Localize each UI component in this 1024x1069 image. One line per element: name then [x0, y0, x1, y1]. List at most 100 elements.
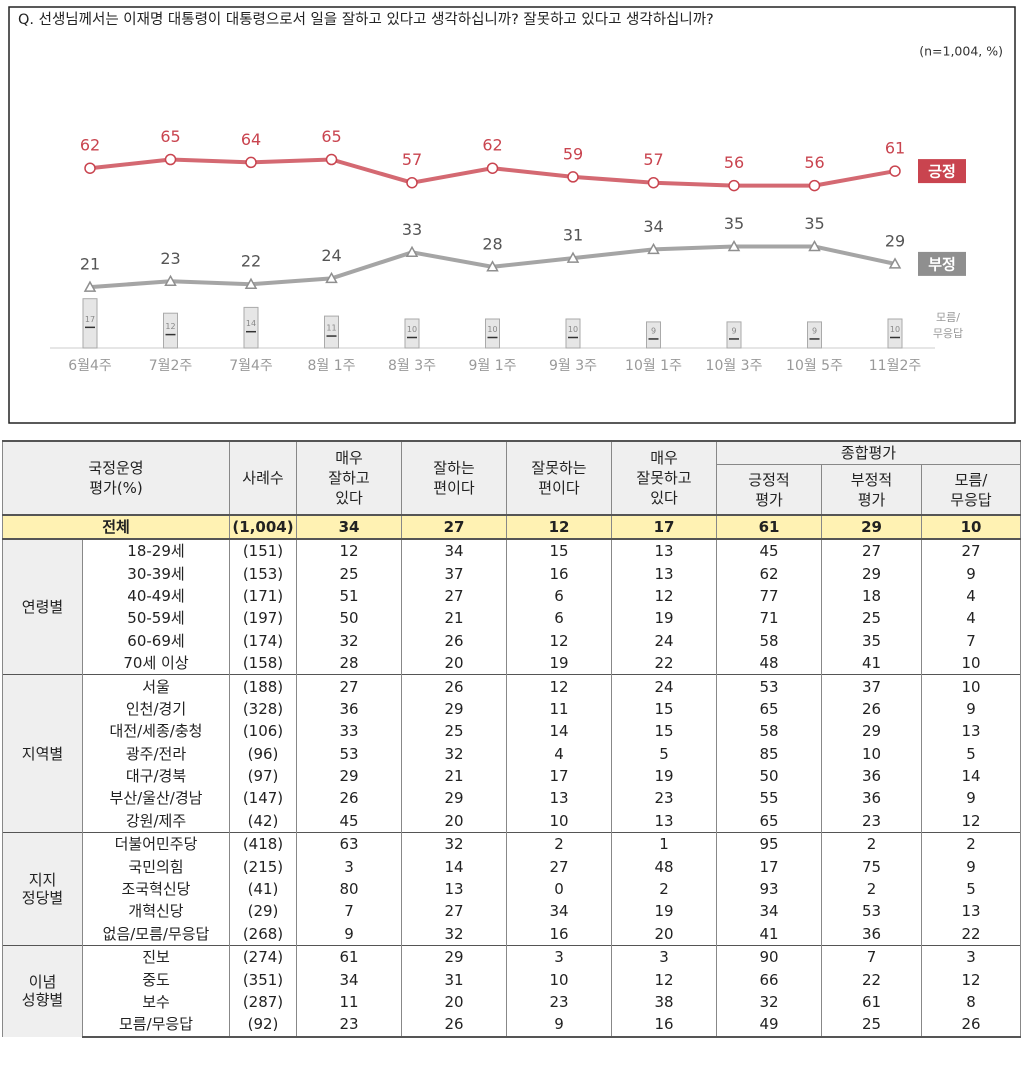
cell: 93: [716, 877, 822, 901]
group-name: 지지 정당별: [2, 832, 83, 946]
cell: 40-49세: [82, 584, 230, 608]
point: [728, 179, 740, 192]
cell: 12: [921, 968, 1021, 991]
cell: 26: [401, 629, 507, 652]
legend-box: [918, 159, 966, 184]
table-row: 보수 (287) 11 20 23 38 32 61 8: [3, 990, 1021, 1014]
cell: 48: [611, 855, 717, 878]
cell: 58: [716, 720, 822, 743]
header-row: 긍정적 평가 부정적 평가 모름/ 무응답: [3, 464, 1021, 515]
cell: 45: [716, 538, 822, 563]
cell: 29: [296, 764, 402, 788]
cell: 21: [401, 764, 507, 788]
cell: 11: [506, 697, 612, 721]
cell: 22: [611, 651, 717, 675]
cell: (274): [229, 945, 297, 969]
table-row: 모름/무응답 (92) 23 26 9 16 49 25 26: [3, 1013, 1021, 1038]
cell: 조국혁신당: [82, 877, 230, 901]
cell: 66: [716, 968, 822, 991]
cell: 27: [506, 855, 612, 878]
cell: 중도: [82, 968, 230, 991]
point: [647, 176, 660, 189]
cell: 62: [716, 562, 822, 585]
cell: 2: [506, 832, 612, 856]
cell: (215): [229, 855, 297, 878]
x-tick-label: 7월4주: [229, 358, 273, 374]
cell: 12: [296, 538, 402, 563]
cell: 보수: [82, 990, 230, 1014]
cell: 41: [716, 922, 822, 946]
cell: (418): [229, 832, 297, 856]
cell: 22: [921, 922, 1021, 946]
cell: 61: [821, 990, 922, 1014]
table-row: 40-49세 (171) 51 27 6 12 77 18 4: [3, 584, 1021, 608]
group-name: 지역별: [2, 674, 83, 833]
value-label: 35: [724, 214, 744, 233]
cell: 17: [716, 855, 822, 878]
point: [727, 239, 741, 252]
cell: 10: [921, 651, 1021, 675]
cell: 29: [401, 787, 507, 810]
cell: 1: [611, 832, 717, 856]
cell: 29: [821, 562, 922, 585]
cell: (96): [229, 742, 297, 765]
cell: 15: [506, 538, 612, 563]
point: [164, 274, 177, 287]
column-header: 모름/ 무응답: [921, 464, 1021, 515]
value-label: 35: [804, 214, 824, 233]
table-row: 개혁신당 (29) 7 27 34 19 34 53 13: [3, 900, 1021, 923]
cell: 13: [401, 877, 507, 901]
cell: 41: [821, 651, 922, 675]
cell: 12: [506, 674, 612, 698]
cell: (1,004): [229, 514, 297, 540]
cell: (41): [229, 877, 297, 901]
point: [808, 239, 821, 252]
cell: 12: [611, 584, 717, 608]
cell: 16: [506, 562, 612, 585]
cell: (197): [229, 607, 297, 630]
cell: 13: [506, 787, 612, 810]
chart-subtitle: (n=1,004, %): [919, 44, 1003, 59]
table-row: 국민의힘 (215) 3 14 27 48 17 75 9: [3, 855, 1021, 878]
cell: 50-59세: [82, 607, 230, 630]
cell: 29: [401, 697, 507, 721]
bar-value-label: 10: [487, 325, 497, 334]
table-head: 국정운영 평가(%) 사례수 매우 잘하고 있다 잘하는 편이다 잘못하는 편이다 매우 …: [2, 440, 1021, 515]
table-row: 중도 (351) 34 31 10 12 66 22 12: [3, 968, 1021, 991]
bar: [82, 298, 98, 349]
cell: 27: [296, 674, 402, 698]
cell: 95: [716, 832, 822, 856]
cell: 11: [296, 990, 402, 1014]
bar-value-label: 9: [651, 326, 656, 335]
cell: (174): [229, 629, 297, 652]
table-row: 이념 성향별 진보 (274) 61 29 3 3 90 7 3: [2, 945, 1021, 1037]
point: [566, 251, 580, 263]
point: [486, 162, 499, 174]
cell: 60-69세: [82, 629, 230, 652]
header-row: 국정운영 평가(%) 사례수 매우 잘하고 있다 잘하는 편이다 잘못하는 편이다 매우 …: [2, 440, 1021, 515]
results-table: 국정운영 평가(%) 사례수 매우 잘하고 있다 잘하는 편이다 잘못하는 편이다 매우 …: [2, 440, 1021, 1038]
column-header: 잘하는 편이다: [401, 440, 507, 515]
table-row: 30-39세 (153) 25 37 16 13 62 29 9: [3, 562, 1021, 585]
cell: 53: [716, 674, 822, 698]
table-row: 조국혁신당 (41) 80 13 0 2 93 2 5: [3, 877, 1021, 901]
cell: 25: [296, 562, 402, 585]
cell: (188): [229, 674, 297, 698]
column-header: 국정운영 평가(%): [2, 440, 230, 515]
table-row: 50-59세 (197) 50 21 6 19 71 25 4: [3, 607, 1021, 630]
value-label: 28: [482, 234, 502, 253]
group-body: 연령별 18-29세 (151) 12 34 15 13 45 27 27 30-39세 (153) 2…: [2, 538, 1021, 675]
cell: 모름/무응답: [82, 1013, 230, 1038]
bar: [485, 318, 500, 349]
cell: 19: [611, 900, 717, 923]
cell: 26: [401, 674, 507, 698]
cell: 63: [296, 832, 402, 856]
value-label: 57: [402, 150, 422, 169]
cell: 36: [821, 764, 922, 788]
value-label: 65: [321, 127, 341, 146]
cell: (287): [229, 990, 297, 1014]
bar-value-label: 9: [731, 326, 736, 335]
cell: 19: [611, 764, 717, 788]
bar-value-label: 10: [890, 325, 900, 334]
cell: 20: [401, 651, 507, 675]
